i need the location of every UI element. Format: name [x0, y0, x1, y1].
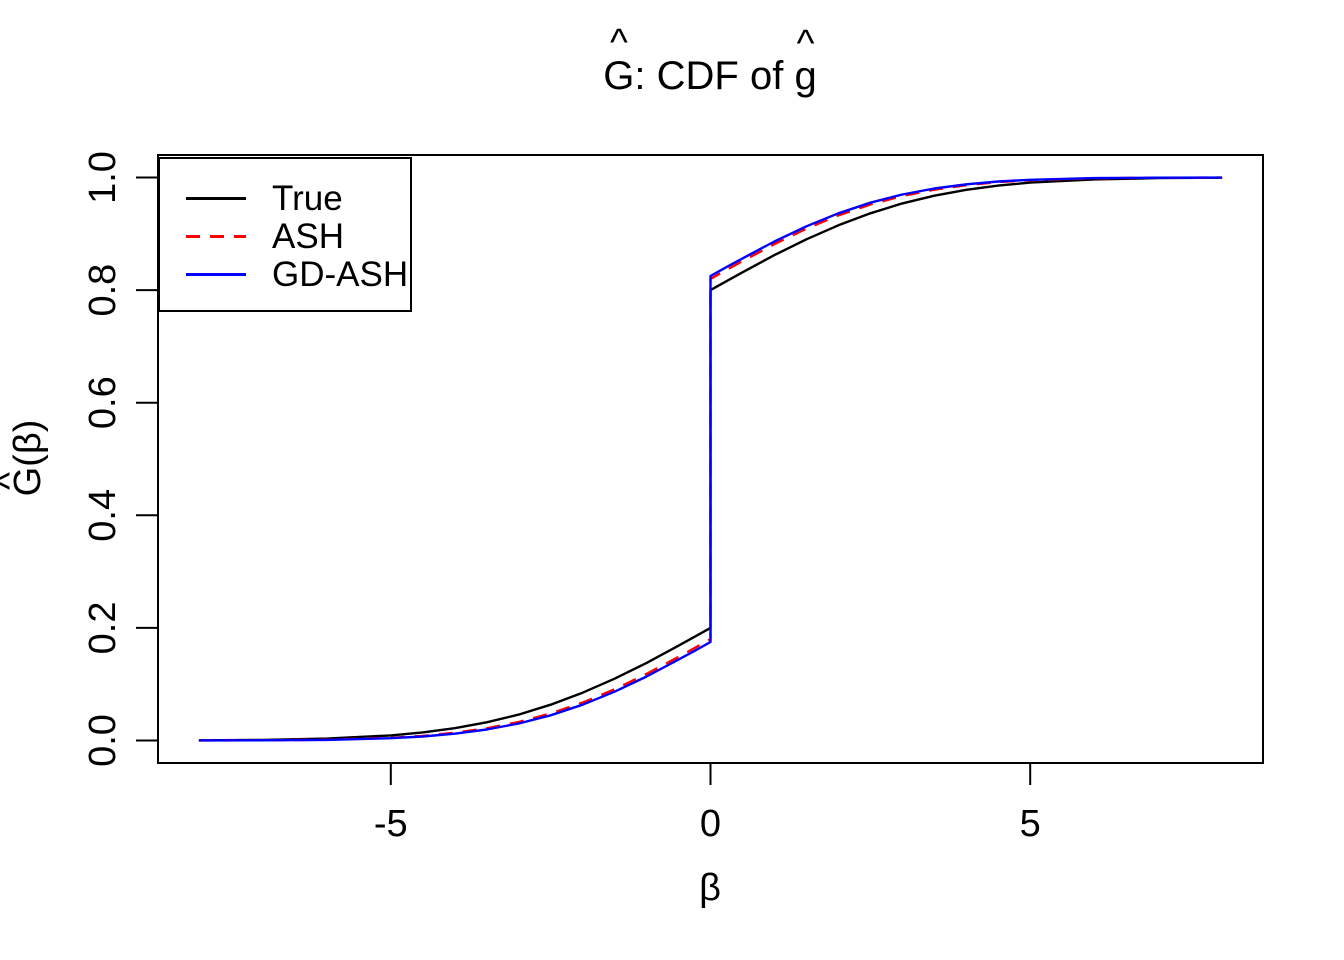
legend-box: True ASH GD-ASH	[158, 157, 412, 312]
svg-text:0.6: 0.6	[82, 376, 124, 429]
legend-item-gdash: GD-ASH	[160, 255, 410, 293]
y-axis-ticks: 0.0 0.2 0.4 0.6 0.8 1.0	[82, 151, 158, 767]
title-g: g	[794, 54, 817, 98]
legend-item-true: True	[160, 179, 410, 217]
svg-text:0.4: 0.4	[82, 489, 124, 542]
legend-label-ash: ASH	[272, 216, 344, 256]
legend-line-sample-ash	[186, 234, 246, 238]
svg-text:0.2: 0.2	[82, 601, 124, 654]
x-axis-label: β	[699, 867, 721, 909]
series-line-gd-ash	[198, 176, 1223, 742]
legend-line-sample-gdash	[186, 272, 246, 276]
data-series	[198, 176, 1223, 742]
legend-label-gdash: GD-ASH	[272, 254, 409, 294]
svg-text:0.8: 0.8	[82, 264, 124, 317]
title-middle: : CDF of	[634, 54, 795, 98]
svg-text:0.0: 0.0	[82, 714, 124, 767]
title-G: G	[603, 54, 635, 98]
svg-text:1.0: 1.0	[82, 151, 124, 204]
legend-item-ash: ASH	[160, 217, 410, 255]
y-axis-label-text: G(β)	[7, 420, 49, 497]
legend-line-sample-true	[186, 196, 246, 200]
x-axis-ticks: -5 0 5	[374, 763, 1041, 845]
hat-icon: ^	[0, 472, 31, 490]
y-axis-label: G(β) ^	[0, 420, 49, 497]
svg-text:-5: -5	[374, 803, 408, 845]
legend-label-true: True	[272, 178, 343, 218]
svg-text:0: 0	[700, 803, 721, 845]
svg-text:5: 5	[1020, 803, 1041, 845]
